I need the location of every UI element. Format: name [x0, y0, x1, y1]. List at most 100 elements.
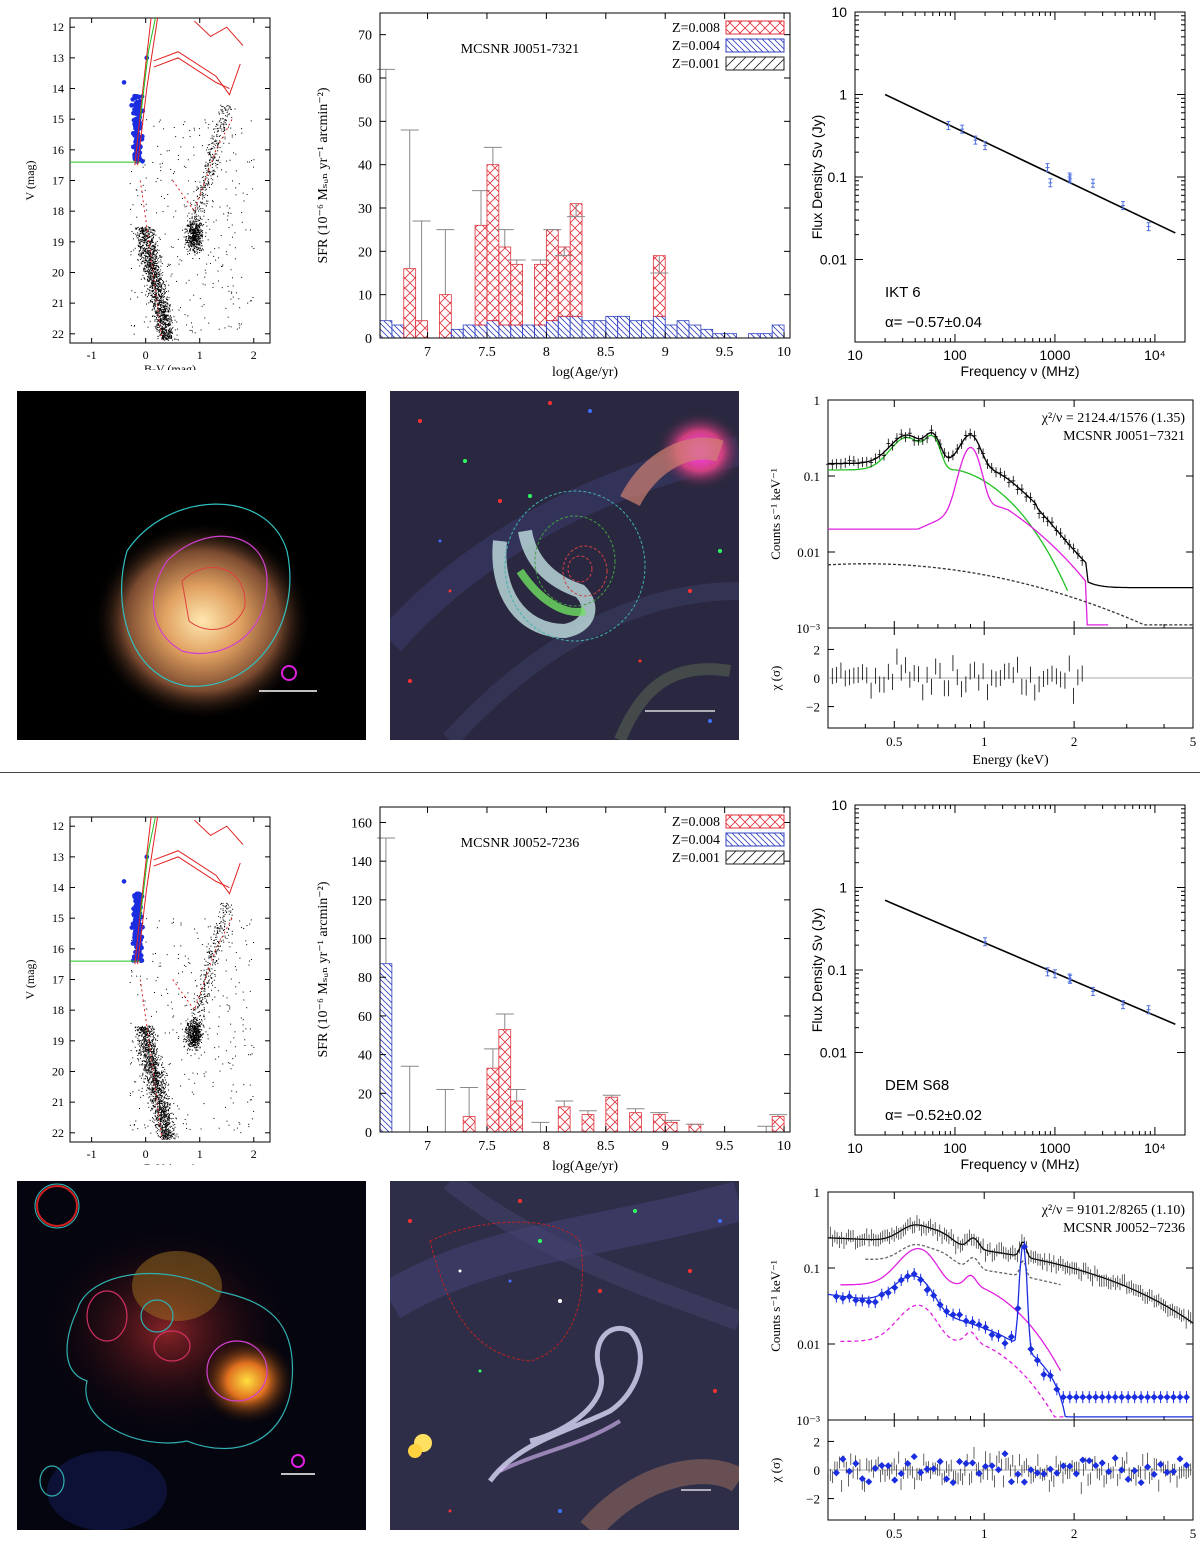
- sfr-xtick-label: 9.5: [716, 345, 734, 360]
- sfr-xlabel: log(Age/yr): [552, 365, 618, 380]
- sfr-legend-swatch: [725, 814, 785, 829]
- xray-ytick-label: 1: [814, 393, 821, 408]
- sfr-xtick-label: 9: [662, 345, 669, 360]
- xray-resid-tick-label: 0: [814, 671, 821, 686]
- radio-xtick-label: 10⁴: [1144, 347, 1166, 363]
- sfr-bar-z004: [688, 324, 702, 339]
- xray-model-total: [828, 431, 1193, 589]
- radio-ytick-label: 10: [831, 797, 847, 813]
- sfr-bar-z004: [379, 320, 393, 339]
- cmd-ytick-label: 21: [52, 296, 64, 310]
- radio-xlabel: Frequency ν (MHz): [960, 363, 1079, 379]
- xray-chi-label: χ²/ν = 9101.2/8265 (1.10): [1041, 1203, 1186, 1218]
- radio-xtick-label: 10: [847, 347, 863, 363]
- sfr-bar-z008: [629, 1112, 642, 1133]
- sfr-bar-z008: [498, 1029, 512, 1133]
- sfr-ytick-label: 50: [358, 115, 372, 130]
- cmd-ytick-label: 16: [52, 143, 64, 157]
- xray-xtick-label: 2: [1071, 1526, 1078, 1541]
- cmd-stars: [129, 104, 255, 341]
- sfr-bar-z008: [557, 246, 571, 317]
- sfr-bar-z004: [534, 324, 547, 339]
- cmd-frame: [69, 17, 271, 344]
- sfr-frame: [379, 806, 791, 1133]
- xray-resid-tick-label: 2: [814, 642, 821, 657]
- xray-xlabel: Energy (keV): [972, 753, 1049, 768]
- sfr-bar-z004: [712, 333, 726, 339]
- sfr-bar-z004: [498, 324, 512, 339]
- sfr-ytick-label: 10: [358, 289, 372, 304]
- radio-spectrum-top: 10 100 1000 10⁴ 0.01 0.1 1 10 Frequency ν (MHz) F…: [809, 4, 1186, 379]
- radio-xtick-label: 1000: [1039, 347, 1070, 363]
- sfr-bar-z004: [652, 315, 666, 339]
- sfr-bar-z008: [486, 164, 500, 322]
- sfr-bar-z004: [391, 324, 405, 339]
- xray-xtick-label: 2: [1071, 734, 1078, 749]
- xray-spectrum-top: 0.5 1 2 5 10⁻³ 0.01 0.1 1 2 0 −2 Energy (keV) Counts…: [768, 393, 1196, 768]
- radio-xtick-label: 1000: [1039, 1140, 1070, 1156]
- sfr-bar-z004: [581, 320, 595, 339]
- sfr-bar-z004: [759, 333, 773, 339]
- sfr-bar-z008: [474, 224, 488, 326]
- sfr-legend-swatch: [725, 20, 785, 35]
- sfr-bar-z004: [664, 324, 678, 339]
- sfr-ytick-label: 40: [358, 1049, 372, 1064]
- sfr-bar-z004: [629, 320, 642, 339]
- cmd-ytick-label: 20: [52, 265, 64, 279]
- sfr-bar-z004: [474, 324, 488, 339]
- radio-ytick-label: 0.1: [828, 962, 848, 978]
- sfr-legend-swatch: [725, 56, 785, 71]
- sfr-bar-z004: [450, 328, 464, 339]
- sfr-bar-z004: [641, 320, 654, 339]
- sfr-xtick-label: 10: [777, 345, 791, 360]
- sfr-xtick-label: 8: [543, 345, 550, 360]
- xray-data-points: [826, 425, 1085, 704]
- sfr-legend-label: Z=0.004: [672, 833, 720, 848]
- sfr-ytick-label: 140: [351, 855, 372, 870]
- cmd-ytick-label: 20: [52, 1064, 64, 1078]
- cmd-xtick-label: 1: [197, 348, 203, 362]
- xray-ytick-label: 0.1: [804, 1261, 820, 1276]
- sfr-bar-z008: [534, 263, 547, 326]
- xray-ytick-label: 1: [814, 1185, 821, 1200]
- sfr-xtick-label: 8: [543, 1139, 550, 1154]
- cmd-ytick-label: 21: [52, 1095, 64, 1109]
- cmd-ytick-label: 22: [52, 327, 64, 341]
- sfr-ytick-label: 60: [358, 1010, 372, 1025]
- sfr-bar-z008: [688, 1123, 702, 1133]
- cmd-xtick-label: 2: [251, 1147, 257, 1161]
- cmd-ytick-label: 17: [52, 973, 64, 987]
- sfr-xtick-label: 7: [424, 1139, 431, 1154]
- sfr-bar-z004: [593, 320, 607, 339]
- sfr-bar-z004: [676, 320, 690, 339]
- sfr-frame: [379, 12, 791, 339]
- sfr-bar-z004: [569, 315, 583, 339]
- sfr-ytick-label: 100: [351, 933, 372, 948]
- sfr-xtick-label: 9.5: [716, 1139, 734, 1154]
- cmd-ytick-label: 13: [52, 850, 64, 864]
- sfr-bar-z004: [700, 328, 714, 339]
- cmd-xlabel: B-V (mag): [144, 1161, 196, 1165]
- sfr-histogram-bottom: 7 7.5 8 8.5 9 9.5 10020406080100120140160log(A…: [316, 806, 791, 1174]
- sfr-bar-z008: [605, 1096, 619, 1133]
- radio-fit-line: [884, 93, 1176, 234]
- cmd-ytick-label: 15: [52, 911, 64, 925]
- sfr-bar-z008: [486, 1067, 500, 1133]
- sfr-bar-z008: [403, 268, 417, 339]
- sfr-legend-label: Z=0.008: [672, 21, 720, 36]
- cmd-ytick-label: 22: [52, 1126, 64, 1140]
- sfr-bar-z004: [462, 324, 476, 339]
- sfr-title: MCSNR J0052-7236: [461, 836, 580, 851]
- xray-xtick-label: 1: [981, 1526, 988, 1541]
- sfr-bar-z004: [748, 333, 761, 339]
- cmd-isochrones: [134, 17, 244, 340]
- sfr-legend-swatch: [725, 38, 785, 53]
- cmd-xtick-label: 0: [143, 348, 149, 362]
- cmd-ytick-label: 14: [52, 82, 64, 96]
- sfr-legend-swatch: [725, 832, 785, 847]
- sfr-bar-z008: [498, 246, 512, 326]
- cmd-isochrones-green: [139, 17, 156, 120]
